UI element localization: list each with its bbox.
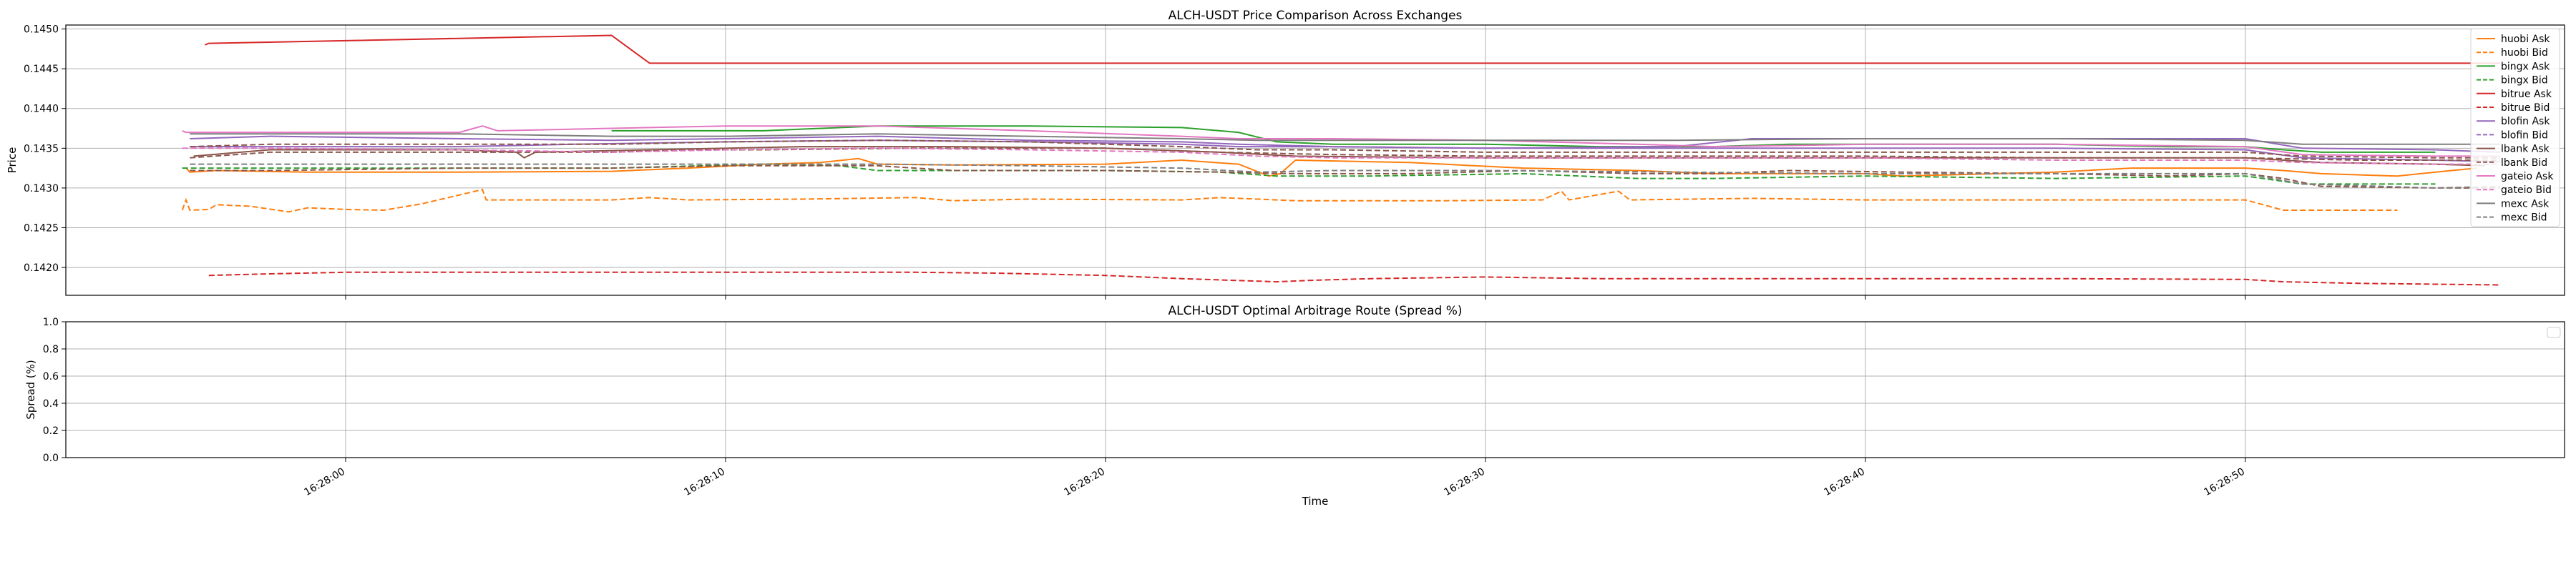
spread-y-axis-label: Spread (%)	[24, 360, 37, 420]
series-line-bitrue-bid	[208, 271, 2500, 286]
price-y-tick-label: 0.1420	[24, 262, 59, 274]
spread-y-tick-label: 0.4	[43, 398, 59, 410]
series-line-gateio-bid	[182, 147, 2500, 165]
spread-axes-frame	[65, 321, 2565, 458]
series-line-bingx-bid	[182, 163, 2436, 185]
price-y-tick-label: 0.1445	[24, 64, 59, 75]
price-y-tick-label: 0.1425	[24, 223, 59, 235]
legend-label: huobi Ask	[2501, 34, 2550, 45]
legend-label: bingx Bid	[2501, 75, 2548, 87]
spread-chart-title: ALCH-USDT Optimal Arbitrage Route (Sprea…	[1169, 304, 1463, 318]
legend-label: blofin Ask	[2501, 116, 2550, 127]
legend-label: huobi Bid	[2501, 47, 2548, 59]
series-line-huobi-bid	[181, 188, 2398, 213]
price-chart-title: ALCH-USDT Price Comparison Across Exchan…	[1169, 9, 1463, 23]
price-y-tick-label: 0.1450	[24, 24, 59, 36]
legend-label: lbank Bid	[2501, 157, 2547, 169]
legend-label: bitrue Ask	[2501, 89, 2552, 100]
series-line-mexc-ask	[190, 133, 2500, 145]
spread-legend-box	[2547, 327, 2561, 338]
price-legend-frame	[2470, 28, 2560, 227]
spread-y-tick-label: 0.0	[43, 453, 59, 464]
price-series	[181, 34, 2500, 286]
spread-y-tick-label: 1.0	[43, 317, 59, 328]
series-line-blofin-bid	[190, 139, 2500, 159]
price-chart: ALCH-USDT Price Comparison Across Exchan…	[6, 9, 2565, 300]
spread-y-tick-label: 0.2	[43, 425, 59, 437]
legend-label: gateio Ask	[2501, 171, 2554, 182]
series-line-blofin-ask	[190, 135, 2500, 153]
series-line-mexc-bid	[190, 163, 2500, 189]
legend-label: bitrue Bid	[2501, 102, 2550, 114]
price-grid	[66, 25, 2565, 295]
price-axes-frame	[65, 24, 2565, 296]
spread-y-tick-label: 0.6	[43, 371, 59, 383]
series-line-gateio-ask	[182, 125, 2500, 157]
legend-label: blofin Bid	[2501, 129, 2548, 141]
series-line-lbank-ask	[193, 146, 2485, 167]
price-x-ticks	[345, 295, 2246, 300]
series-line-bitrue-ask	[205, 34, 2500, 64]
legend-label: bingx Ask	[2501, 61, 2550, 72]
price-y-tick-label: 0.1440	[24, 104, 59, 115]
price-y-tick-label: 0.1435	[24, 143, 59, 154]
price-legend: huobi Ask huobi Bid bingx Ask bingx Bid bitr…	[2470, 28, 2560, 227]
legend-label: lbank Ask	[2501, 144, 2550, 155]
spread-y-ticks: 0.0 0.2 0.4 0.6 0.8 1.0	[43, 317, 66, 464]
legend-label: mexc Bid	[2501, 212, 2547, 224]
spread-grid	[66, 321, 2565, 458]
price-y-axis-label: Price	[6, 147, 19, 174]
legend-label: mexc Ask	[2501, 198, 2550, 209]
legend-label: gateio Bid	[2501, 184, 2552, 196]
price-y-tick-label: 0.1430	[24, 183, 59, 194]
price-y-ticks: 0.1420 0.1425 0.1430 0.1435 0.1440 0.1445 0.14…	[24, 24, 66, 274]
spread-y-tick-label: 0.8	[43, 344, 59, 355]
spread-chart: ALCH-USDT Optimal Arbitrage Route (Sprea…	[24, 304, 2565, 508]
spread-x-axis-label: Time	[1302, 495, 1329, 508]
